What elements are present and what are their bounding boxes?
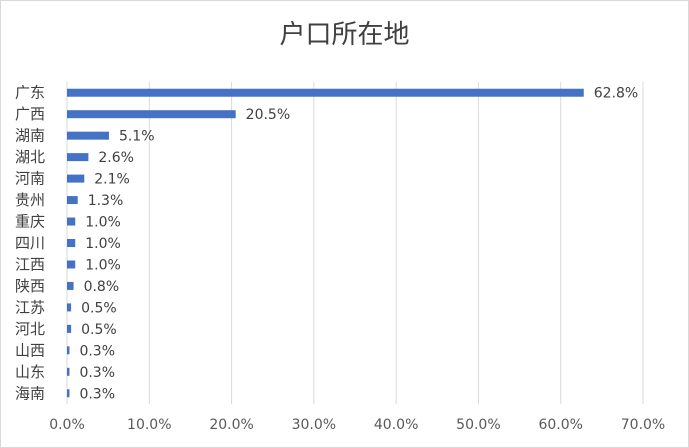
category-label: 海南 [15, 384, 45, 402]
bar [67, 239, 76, 247]
category-label: 湖南 [15, 127, 45, 145]
data-label: 0.8% [84, 279, 120, 295]
bar [67, 346, 70, 355]
category-label: 江西 [15, 255, 45, 273]
category-label: 重庆 [15, 213, 45, 231]
bar [67, 367, 70, 376]
bar [67, 196, 78, 205]
data-label: 1.0% [85, 257, 121, 273]
x-tick-label: 50.0% [456, 417, 500, 433]
data-label: 1.3% [88, 193, 124, 209]
category-label: 陕西 [15, 277, 45, 295]
category-label: 江苏 [15, 298, 45, 316]
x-tick-label: 40.0% [374, 417, 418, 433]
x-tick-label: 30.0% [292, 417, 336, 433]
bar [67, 324, 72, 333]
x-tick-label: 20.0% [209, 417, 253, 433]
x-tick-label: 10.0% [127, 417, 171, 433]
bar [67, 260, 76, 269]
category-label: 山东 [15, 363, 45, 381]
x-tick-label: 60.0% [538, 417, 582, 433]
category-label: 广西 [15, 105, 45, 123]
bar [67, 174, 85, 183]
data-label: 1.0% [85, 236, 121, 252]
data-label: 0.5% [81, 322, 117, 338]
bar [67, 389, 70, 398]
x-tick-label: 70.0% [621, 417, 665, 433]
data-label: 62.8% [594, 86, 638, 102]
category-label: 山西 [15, 341, 45, 359]
bar [67, 281, 74, 290]
data-label: 2.6% [98, 150, 134, 166]
data-label: 1.0% [85, 215, 121, 231]
category-label: 四川 [15, 234, 45, 252]
chart-title: 户口所在地 [279, 20, 410, 50]
data-label: 0.3% [79, 386, 115, 402]
bar [67, 110, 236, 119]
category-label: 广东 [15, 84, 45, 102]
data-label: 5.1% [119, 129, 155, 145]
x-tick-label: 0.0% [49, 417, 85, 433]
data-label: 2.1% [94, 172, 130, 188]
bar [67, 303, 72, 312]
category-label: 湖北 [15, 148, 45, 166]
bar [67, 217, 76, 226]
data-label: 0.5% [81, 300, 117, 316]
category-label: 河北 [15, 320, 45, 338]
bar [67, 88, 584, 97]
bar [67, 153, 89, 162]
data-label: 20.5% [246, 107, 290, 123]
data-label: 0.3% [79, 365, 115, 381]
category-label: 河南 [15, 170, 45, 188]
data-label: 0.3% [79, 343, 115, 359]
category-label: 贵州 [15, 191, 45, 209]
bar [67, 131, 109, 140]
